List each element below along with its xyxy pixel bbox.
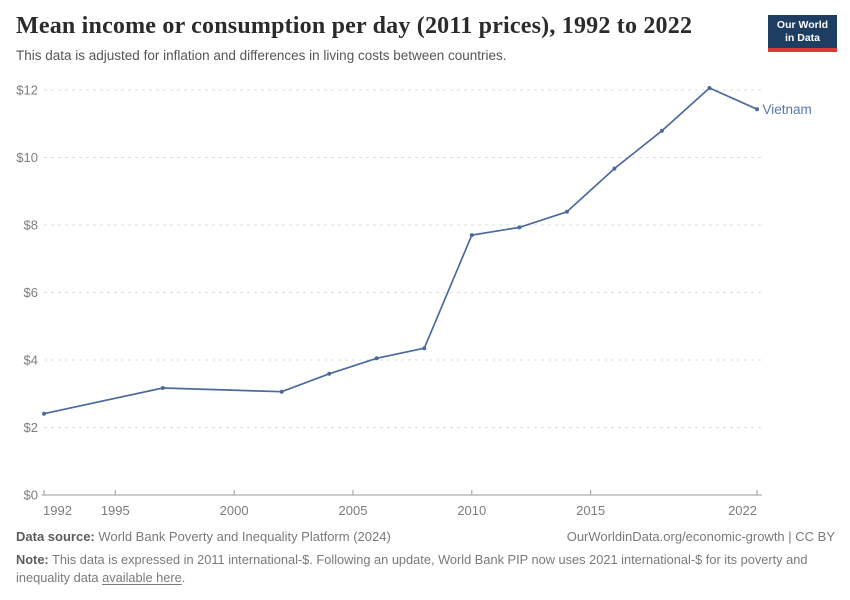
chart-subtitle: This data is adjusted for inflation and … xyxy=(16,48,507,63)
series-end-label: Vietnam xyxy=(763,102,812,117)
x-axis-tick-label: 2022 xyxy=(728,503,757,518)
series-line[interactable] xyxy=(43,87,758,415)
x-axis-tick-label: 1992 xyxy=(43,503,72,518)
data-point[interactable] xyxy=(707,86,712,90)
data-point[interactable] xyxy=(755,107,759,112)
data-point[interactable] xyxy=(469,233,474,238)
y-axis-tick-label: $0 xyxy=(24,488,38,503)
data-point[interactable] xyxy=(659,128,664,133)
data-point[interactable] xyxy=(160,386,165,390)
page-title: Mean income or consumption per day (2011… xyxy=(16,13,693,39)
y-axis-tick-label: $6 xyxy=(24,285,38,300)
x-axis-tick-label: 1995 xyxy=(101,503,130,518)
note-link[interactable]: available here xyxy=(102,570,182,586)
chart-footer: Data source: World Bank Poverty and Ineq… xyxy=(16,529,835,587)
data-point[interactable] xyxy=(42,411,46,416)
y-axis-tick-label: $12 xyxy=(16,83,38,98)
x-axis-tick-label: 2005 xyxy=(339,503,368,518)
owid-logo[interactable]: Our World in Data xyxy=(768,15,837,52)
note-suffix: . xyxy=(181,570,186,586)
chart-note: Note: This data is expressed in 2011 int… xyxy=(16,551,834,587)
x-axis-tick-label: 2010 xyxy=(457,503,486,518)
x-axis-tick-label: 2015 xyxy=(576,503,605,518)
data-point[interactable] xyxy=(517,225,522,230)
line-chart[interactable]: $0 $2 $4 $6 $8 $10 $12 1992 1995 2000 2005 2010 2015… xyxy=(0,75,850,525)
note-label: Note: xyxy=(16,552,49,567)
data-point[interactable] xyxy=(422,346,427,351)
data-point[interactable] xyxy=(279,389,284,394)
data-point[interactable] xyxy=(612,166,617,171)
license-attribution[interactable]: OurWorldinData.org/economic-growth | CC … xyxy=(566,529,835,544)
y-axis-tick-label: $4 xyxy=(24,353,38,368)
owid-logo-line1: Our World xyxy=(776,19,829,31)
x-axis-tick-label: 2000 xyxy=(220,503,249,518)
data-source-label: Data source: xyxy=(16,529,95,544)
y-axis-tick-label: $10 xyxy=(16,150,38,165)
source-row: Data source: World Bank Poverty and Ineq… xyxy=(16,529,835,544)
data-point[interactable] xyxy=(564,209,569,214)
data-source: Data source: World Bank Poverty and Ineq… xyxy=(16,529,391,544)
data-source-text: World Bank Poverty and Inequality Platfo… xyxy=(94,529,391,544)
owid-logo-line2: in Data xyxy=(784,32,820,44)
y-axis-tick-label: $8 xyxy=(24,218,38,233)
data-point[interactable] xyxy=(374,356,379,361)
y-axis-tick-label: $2 xyxy=(24,420,38,435)
note-text: This data is expressed in 2011 internati… xyxy=(16,552,808,586)
data-point[interactable] xyxy=(327,371,332,376)
